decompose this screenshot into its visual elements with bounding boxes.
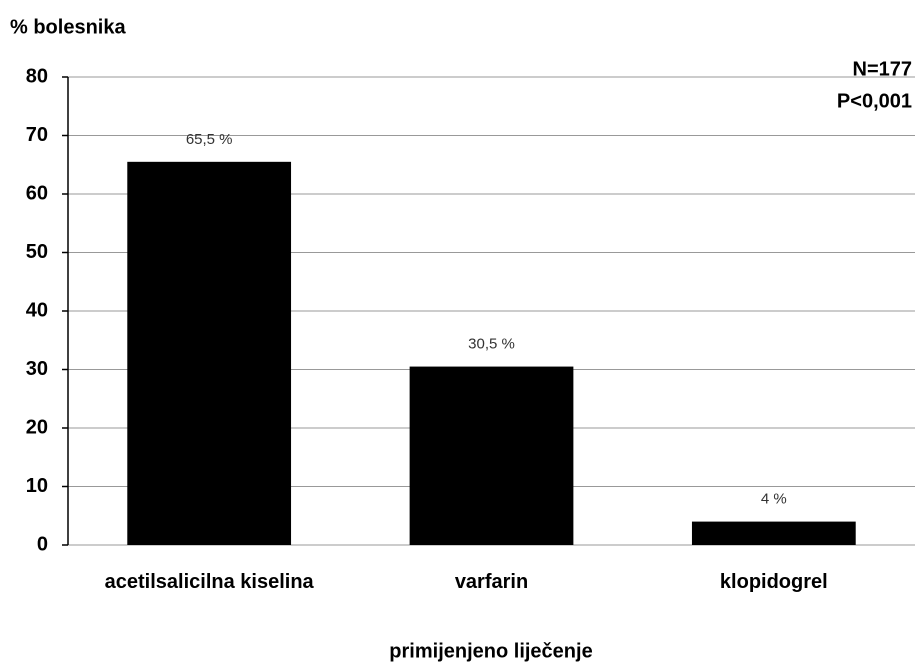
y-tick-label: 40 xyxy=(26,299,48,321)
y-tick-label: 30 xyxy=(26,358,48,380)
x-tick-label: acetilsalicilna kiselina xyxy=(104,571,314,593)
bar xyxy=(691,521,856,545)
y-tick-label: 50 xyxy=(26,241,48,263)
y-tick-label: 80 xyxy=(26,65,48,87)
y-axis-label: % bolesnika xyxy=(10,16,126,38)
y-tick-label: 20 xyxy=(26,416,48,438)
bar xyxy=(127,161,292,545)
y-tick-label: 70 xyxy=(26,124,48,146)
y-tick-label: 60 xyxy=(26,182,48,204)
value-label: 30,5 % xyxy=(468,336,515,353)
y-tick-label: 0 xyxy=(37,533,48,555)
value-label: 65,5 % xyxy=(186,131,233,148)
y-tick-label: 10 xyxy=(26,475,48,497)
x-tick-label: varfarin xyxy=(454,571,529,593)
value-label: 4 % xyxy=(761,491,787,508)
bar xyxy=(409,366,574,545)
annotation: N=177 xyxy=(853,58,913,80)
x-axis-label: primijenjeno liječenje xyxy=(389,640,592,662)
x-tick-label: klopidogrel xyxy=(719,571,828,593)
annotation: P<0,001 xyxy=(837,90,912,112)
